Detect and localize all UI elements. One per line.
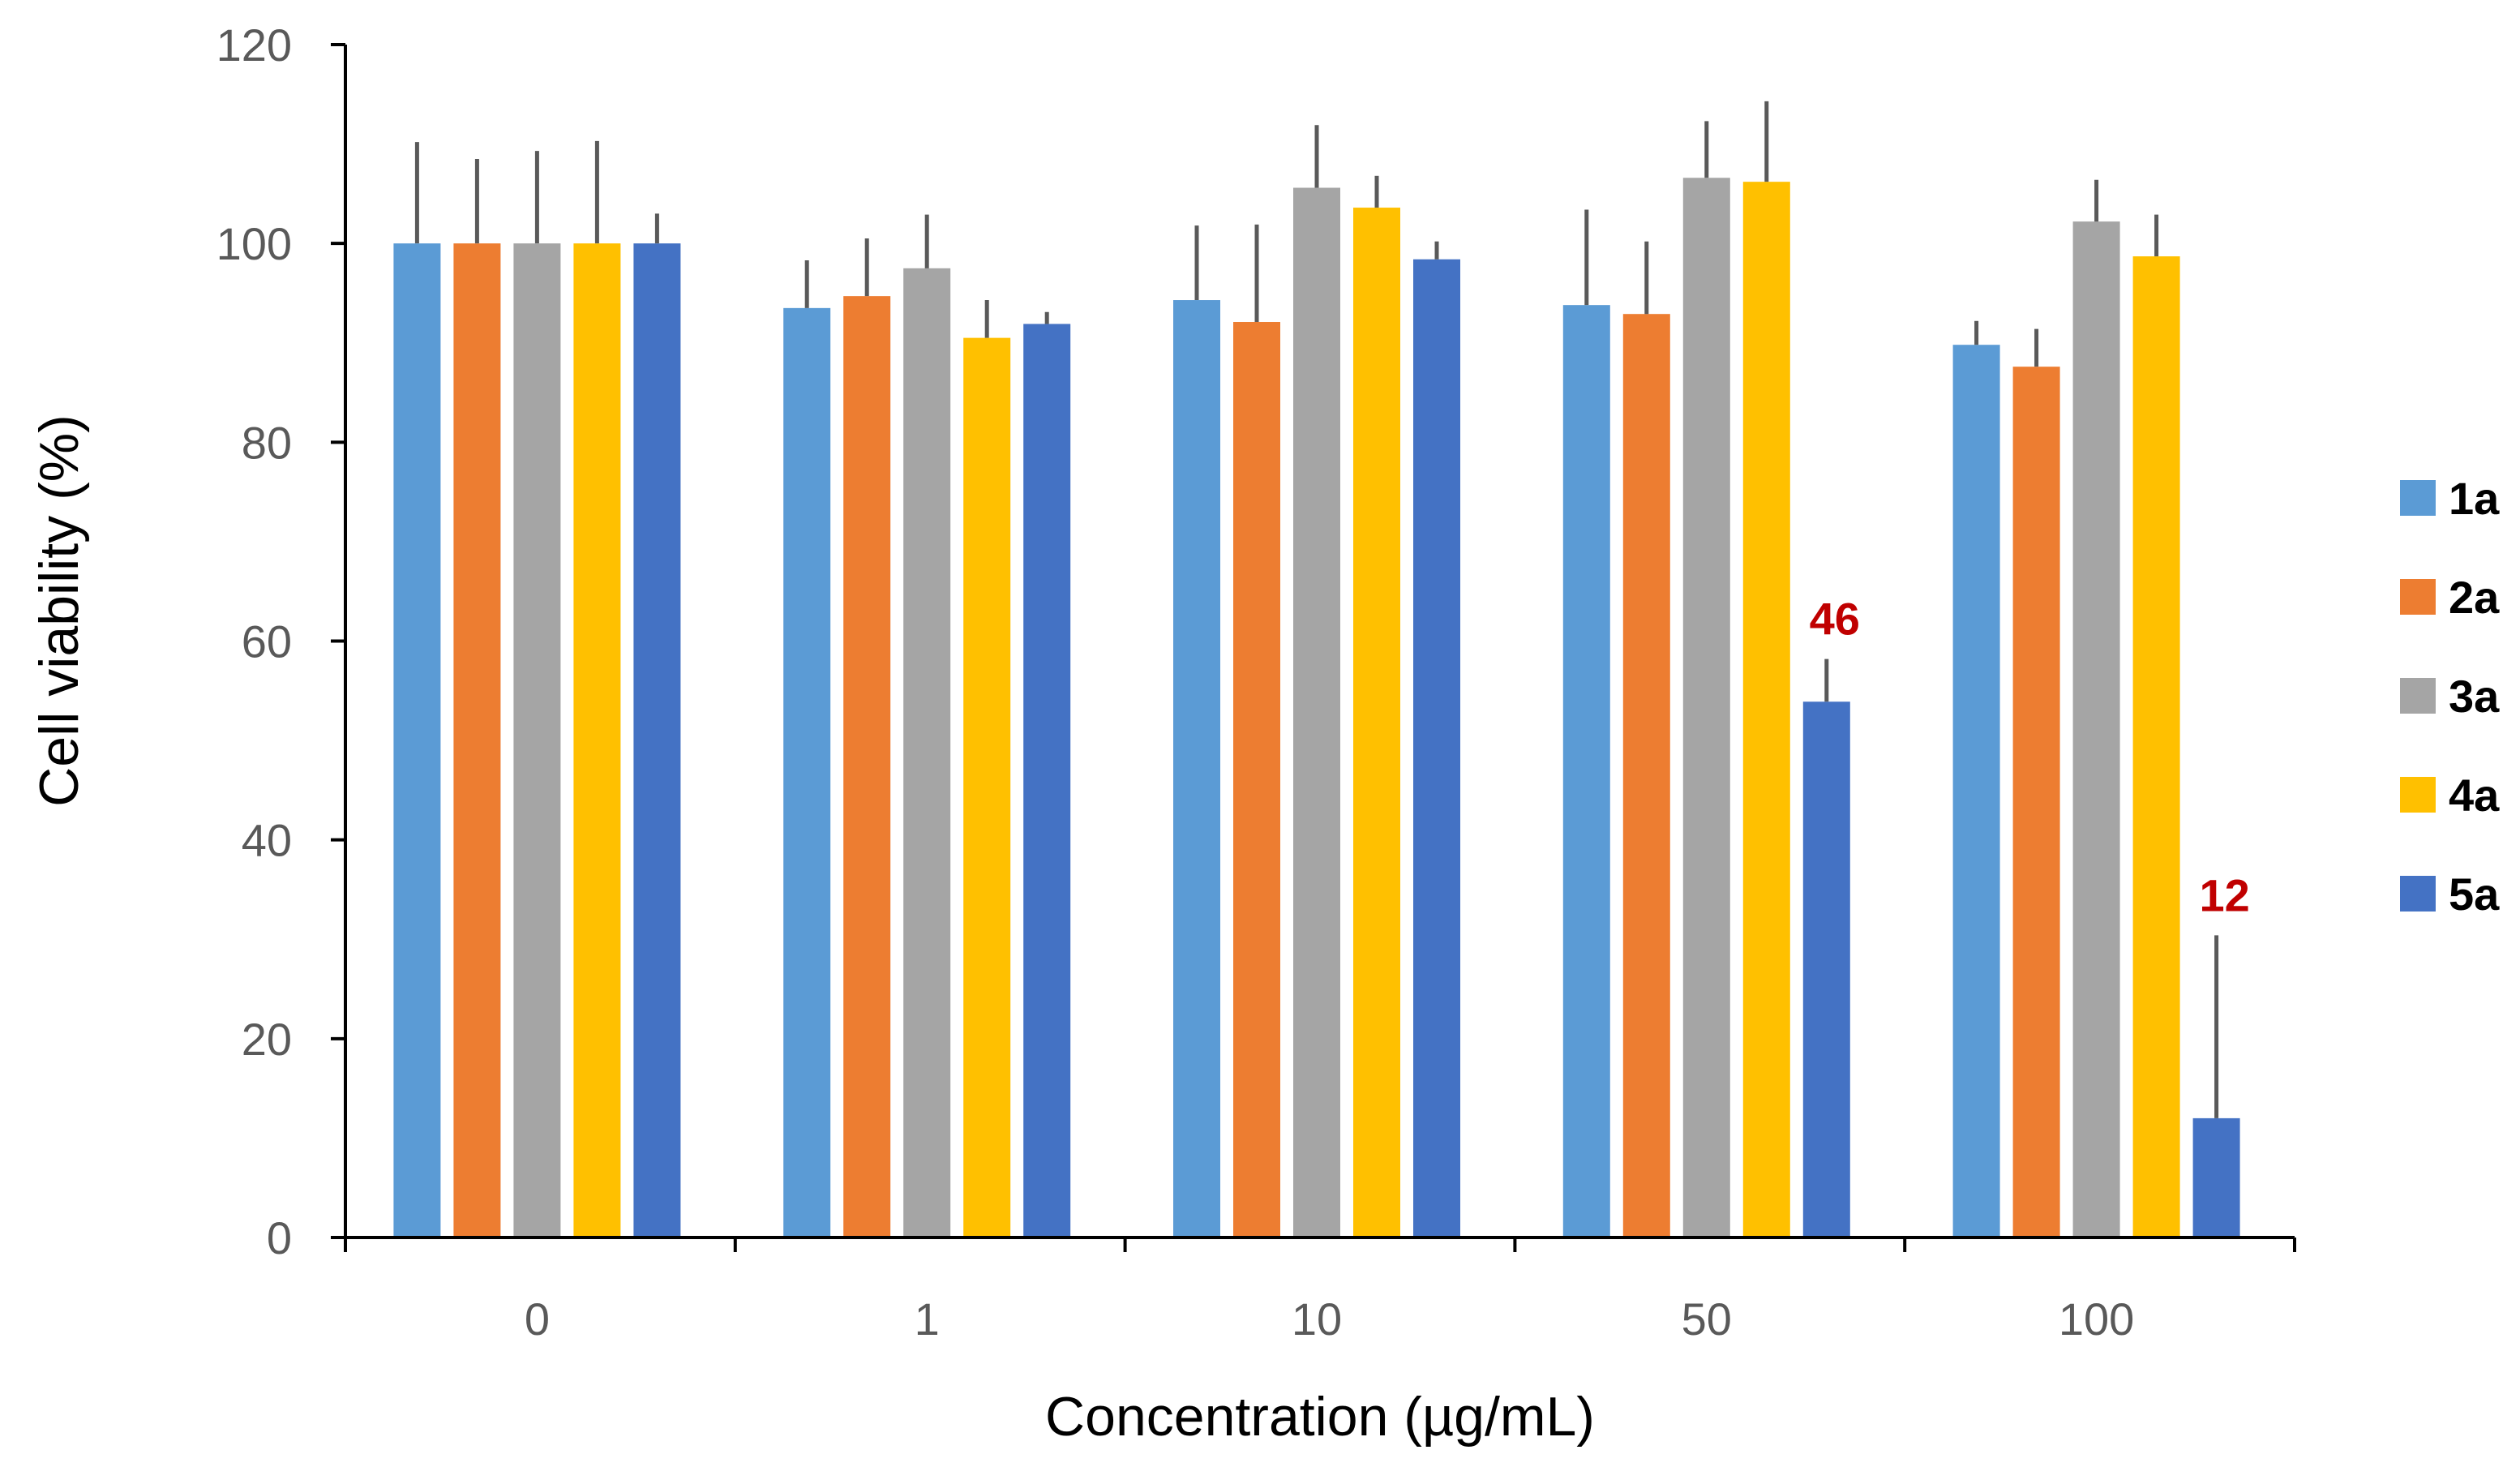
annotations-group: 46 12	[1810, 594, 2250, 921]
bar-5a-1	[1023, 324, 1071, 1238]
bar-1a-50	[1562, 305, 1610, 1238]
legend-swatch-2a	[2400, 579, 2436, 615]
y-tick-label-20: 20	[242, 1014, 292, 1065]
x-tick-label-50: 50	[1682, 1293, 1732, 1345]
y-ticks-group: 0 20 40 60 80 100 120	[216, 19, 345, 1263]
legend-swatch-4a	[2400, 777, 2436, 813]
annotation-5a-100: 12	[2199, 869, 2249, 920]
y-tick-label-80: 80	[242, 417, 292, 468]
bar-1a-1	[783, 307, 831, 1238]
legend-swatch-3a	[2400, 678, 2436, 714]
bar-2a-1	[843, 296, 891, 1238]
bar-5a-50	[1802, 701, 1850, 1238]
y-axis-title: Cell viability (%)	[28, 414, 90, 807]
bar-4a-1	[963, 337, 1011, 1238]
bar-1a-10	[1173, 300, 1220, 1238]
bar-5a-10	[1413, 259, 1460, 1238]
bar-2a-0	[453, 243, 501, 1238]
legend-label-1a: 1a	[2449, 473, 2500, 524]
bar-5a-0	[633, 243, 681, 1238]
x-axis-title: Concentration (µg/mL)	[1045, 1386, 1595, 1448]
x-tick-label-100: 100	[2059, 1293, 2134, 1345]
x-tick-label-1: 1	[915, 1293, 940, 1345]
y-tick-label-0: 0	[267, 1212, 292, 1263]
legend-swatch-5a	[2400, 876, 2436, 912]
bar-4a-0	[573, 243, 621, 1238]
legend-label-4a: 4a	[2449, 770, 2500, 821]
x-ticks-group: 0 1 10 50 100	[344, 1238, 2296, 1345]
annotation-5a-50: 46	[1810, 594, 1860, 645]
bar-2a-100	[2012, 367, 2060, 1238]
legend-label-2a: 2a	[2449, 572, 2500, 623]
bar-4a-50	[1742, 182, 1790, 1238]
bar-2a-10	[1233, 322, 1280, 1238]
bar-4a-100	[2132, 256, 2180, 1238]
legend: 1a 2a 3a 4a 5a	[2400, 473, 2500, 920]
bar-2a-50	[1622, 314, 1670, 1238]
legend-swatch-1a	[2400, 480, 2436, 516]
error-bars-group	[414, 101, 2219, 1118]
legend-label-5a: 5a	[2449, 869, 2500, 920]
bar-3a-0	[513, 243, 561, 1238]
bar-3a-1	[903, 268, 951, 1238]
y-tick-label-120: 120	[216, 19, 292, 71]
bar-3a-100	[2072, 221, 2120, 1238]
legend-label-3a: 3a	[2449, 671, 2500, 722]
bar-3a-50	[1682, 178, 1730, 1238]
x-tick-label-10: 10	[1292, 1293, 1342, 1345]
y-tick-label-40: 40	[242, 815, 292, 866]
bar-1a-0	[393, 243, 441, 1238]
bar-3a-10	[1293, 187, 1340, 1238]
y-tick-label-100: 100	[216, 218, 292, 269]
bar-4a-10	[1353, 208, 1400, 1238]
x-tick-label-0: 0	[525, 1293, 550, 1345]
bar-1a-100	[1952, 345, 2000, 1238]
bar-5a-100	[2192, 1117, 2240, 1238]
y-tick-label-60: 60	[242, 616, 292, 667]
bars-group	[393, 178, 2240, 1238]
